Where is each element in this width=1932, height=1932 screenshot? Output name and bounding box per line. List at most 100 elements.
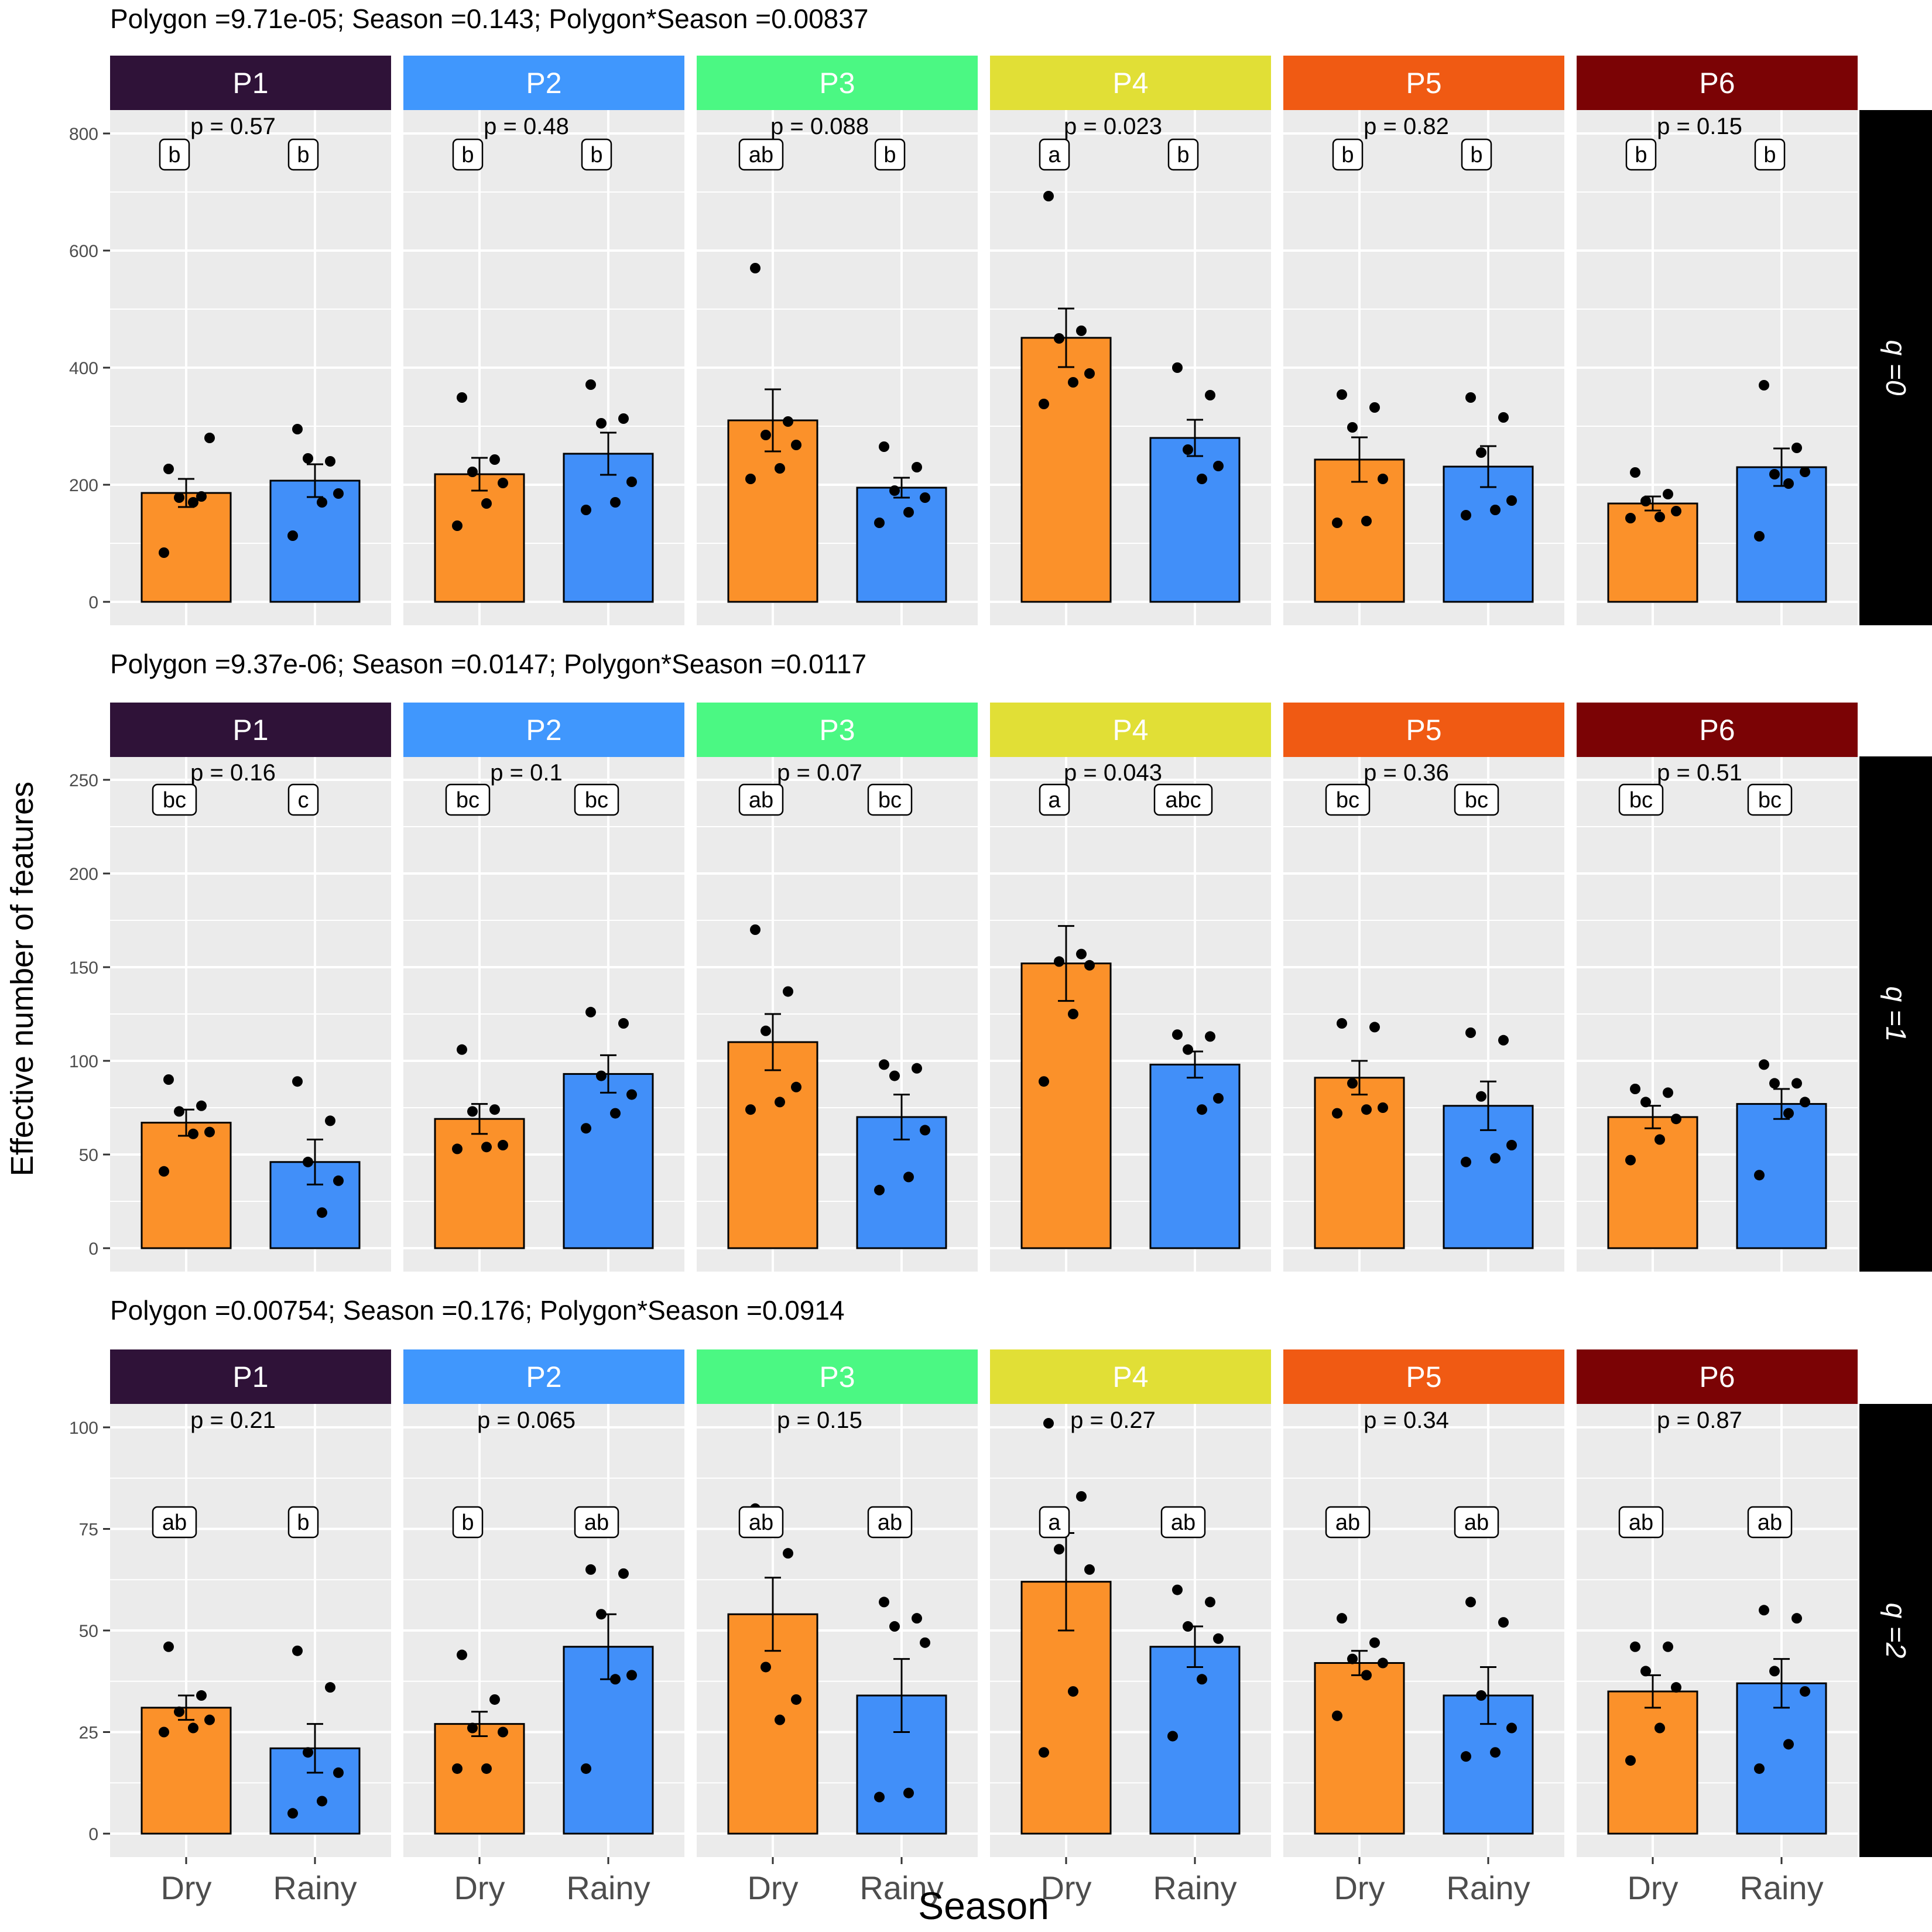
- data-point: [159, 1166, 169, 1177]
- data-point: [1039, 399, 1049, 409]
- data-point: [775, 1714, 785, 1725]
- polygon-strip-label: P6: [1699, 714, 1735, 746]
- x-tick-label: Rainy: [1739, 1869, 1823, 1906]
- data-point: [1172, 1584, 1183, 1595]
- panel-p-value: p = 0.21: [190, 1407, 276, 1433]
- group-letter: b: [874, 138, 906, 171]
- polygon-strip: [990, 56, 1271, 110]
- data-point: [1076, 1491, 1087, 1502]
- letter-box: [1039, 783, 1070, 816]
- data-point: [204, 1126, 215, 1138]
- data-point: [1213, 461, 1224, 471]
- letter-text: bc: [1758, 788, 1782, 813]
- facet-panel: P2 b b p = 0.48: [403, 56, 684, 625]
- bar: [269, 479, 361, 603]
- data-point: [626, 1089, 637, 1100]
- data-point: [1369, 402, 1380, 413]
- letter-text: bc: [585, 788, 608, 813]
- data-point: [775, 463, 785, 474]
- facet-panel: P1 bc c p = 0.16: [110, 703, 391, 1272]
- data-point: [196, 1690, 207, 1701]
- data-point: [1754, 1763, 1765, 1774]
- row-strip-label: q =2: [1880, 1603, 1911, 1659]
- letter-text: a: [1048, 143, 1061, 167]
- x-tick-label: Dry: [454, 1869, 505, 1906]
- letter-box: [452, 138, 484, 171]
- data-point: [761, 1662, 771, 1673]
- polygon-strip: [697, 703, 978, 757]
- x-tick-label: Rainy: [1446, 1869, 1530, 1906]
- y-tick-label: 50: [79, 1622, 98, 1641]
- letter-text: ab: [749, 143, 773, 167]
- facet-panel: P4 a ab p = 0.27 Dry Rainy: [990, 1349, 1271, 1906]
- group-letter: a: [1039, 783, 1070, 816]
- data-point: [1461, 510, 1471, 520]
- polygon-strip: [110, 703, 391, 757]
- group-letter: b: [1625, 138, 1657, 171]
- letter-text: b: [883, 143, 896, 167]
- group-letter: a: [1039, 138, 1070, 171]
- data-point: [1039, 1747, 1049, 1758]
- group-letter: bc: [574, 783, 619, 816]
- x-tick-label: Rainy: [1153, 1869, 1236, 1906]
- polygon-strip-label: P4: [1112, 67, 1148, 100]
- row-strip: [1859, 1404, 1932, 1857]
- data-point: [585, 1564, 596, 1575]
- data-point: [1332, 518, 1342, 528]
- data-point: [1630, 467, 1640, 478]
- group-letter: bc: [152, 783, 197, 816]
- polygon-strip: [1577, 703, 1858, 757]
- polygon-strip: [990, 1349, 1271, 1404]
- group-letter: bc: [1325, 783, 1371, 816]
- group-letter: b: [287, 138, 319, 171]
- letter-text: b: [1177, 143, 1189, 167]
- data-point: [292, 424, 303, 434]
- data-point: [188, 497, 198, 508]
- bar: [1736, 466, 1827, 603]
- data-point: [1347, 1653, 1358, 1664]
- data-point: [1791, 1613, 1802, 1624]
- letter-text: bc: [1336, 788, 1359, 813]
- facet-row: Polygon =9.37e-06; Season =0.0147; Polyg…: [69, 649, 1932, 1272]
- letter-text: abc: [1165, 788, 1201, 813]
- data-point: [333, 488, 344, 499]
- data-point: [1076, 326, 1087, 336]
- data-point: [204, 1714, 215, 1725]
- bar: [434, 1118, 525, 1249]
- letter-box: [574, 1506, 619, 1539]
- panel-p-value: p = 0.15: [777, 1407, 862, 1433]
- group-letter: bc: [867, 783, 913, 816]
- data-point: [750, 924, 761, 935]
- y-tick-label: 50: [79, 1146, 98, 1165]
- polygon-strip-label: P1: [232, 1361, 268, 1393]
- y-tick-label: 250: [69, 771, 98, 790]
- polygon-strip-label: P1: [232, 714, 268, 746]
- polygon-strip-label: P3: [819, 714, 855, 746]
- data-point: [618, 413, 629, 424]
- data-point: [874, 518, 885, 528]
- letter-box: [574, 783, 619, 816]
- letter-box: [1747, 783, 1793, 816]
- data-point: [196, 491, 207, 502]
- data-point: [498, 1727, 508, 1738]
- data-point: [1769, 1666, 1780, 1677]
- data-point: [1332, 1108, 1342, 1119]
- polygon-strip: [697, 1349, 978, 1404]
- data-point: [1213, 1633, 1224, 1644]
- letter-box: [867, 1506, 913, 1539]
- data-point: [292, 1076, 303, 1087]
- data-point: [1337, 389, 1347, 400]
- letter-box: [1625, 138, 1657, 171]
- data-point: [783, 986, 793, 997]
- x-tick-label: Dry: [1334, 1869, 1385, 1906]
- polygon-strip-label: P3: [819, 1361, 855, 1393]
- data-point: [912, 1063, 922, 1074]
- bar: [856, 487, 947, 603]
- data-point: [581, 1763, 591, 1774]
- panel-p-value: p = 0.57: [190, 114, 276, 139]
- polygon-strip-label: P1: [232, 67, 268, 100]
- data-point: [1068, 1686, 1078, 1697]
- letter-box: [159, 138, 190, 171]
